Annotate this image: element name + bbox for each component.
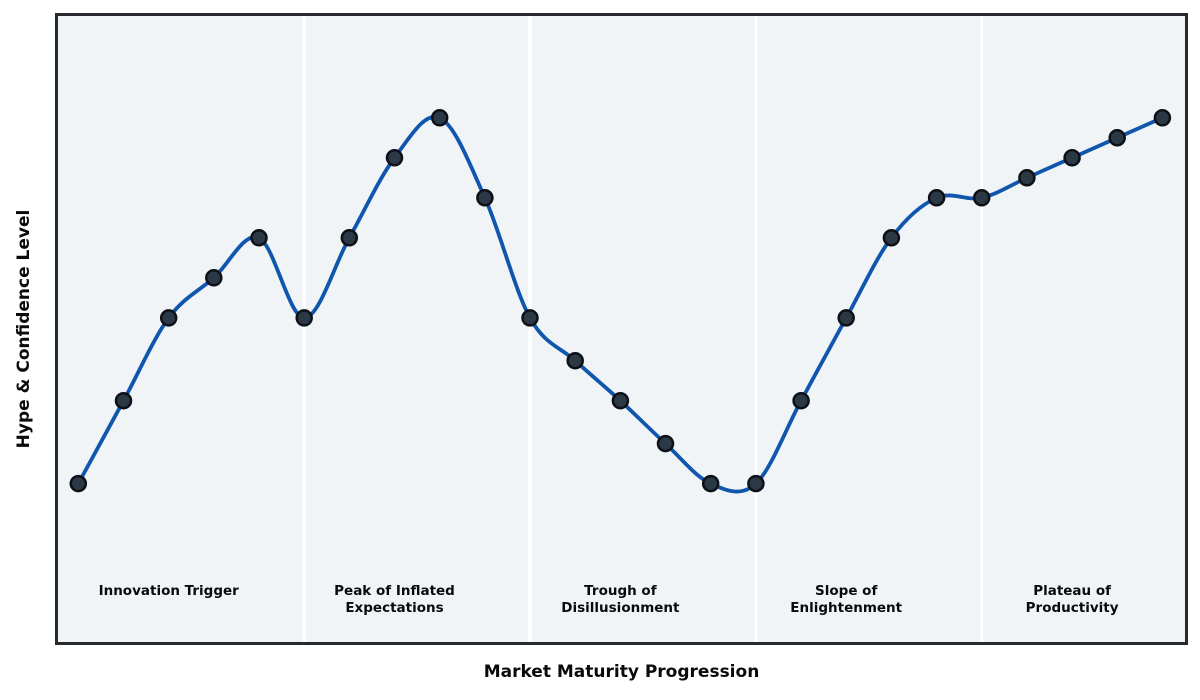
phase-label: Trough of Disillusionment	[561, 583, 679, 617]
data-point-marker	[340, 229, 359, 247]
phase-label: Peak of Inflated Expectations	[334, 583, 455, 617]
phase-separator	[528, 16, 532, 642]
data-point-marker	[521, 309, 539, 327]
data-point-marker	[972, 189, 991, 207]
data-point-marker	[656, 434, 675, 453]
phase-label-line: Trough of	[584, 583, 657, 599]
phase-separator	[754, 16, 758, 642]
data-point-marker	[747, 474, 765, 493]
data-point-marker	[385, 149, 404, 167]
phase-separator	[302, 16, 306, 642]
data-point-markers	[69, 109, 1172, 493]
hype-curve-line	[76, 114, 1165, 494]
phase-label: Innovation Trigger	[99, 583, 239, 600]
data-point-marker	[69, 474, 88, 493]
phase-label-line: Peak of Inflated	[334, 583, 455, 599]
data-point-marker	[159, 309, 178, 327]
x-axis-label: Market Maturity Progression	[483, 662, 760, 682]
phase-label-line: Enlightenment	[790, 599, 903, 616]
plot-area: Innovation Trigger Peak of Inflated Expect…	[55, 13, 1188, 645]
phase-label-line: Productivity	[1025, 599, 1119, 616]
data-point-marker	[250, 229, 268, 247]
data-point-marker	[611, 391, 630, 410]
phase-separators	[302, 16, 984, 642]
data-point-marker	[114, 391, 133, 410]
phase-label-line: Innovation Trigger	[98, 583, 239, 599]
phase-label-line: Slope of	[815, 583, 878, 599]
data-point-marker	[205, 269, 223, 287]
data-point-marker	[295, 309, 313, 327]
data-point-marker	[927, 189, 946, 207]
data-point-marker	[1018, 169, 1036, 187]
data-point-marker	[1153, 109, 1172, 127]
phase-label: Slope of Enlightenment	[790, 583, 902, 617]
phase-label-line: Disillusionment	[561, 599, 680, 616]
data-point-marker	[476, 189, 494, 207]
phase-label-line: Expectations	[345, 599, 444, 616]
phase-label-line: Plateau of	[1033, 583, 1111, 599]
data-point-marker	[430, 109, 449, 127]
data-point-marker	[837, 309, 855, 327]
phase-separator	[980, 16, 984, 642]
y-axis-label: Hype & Confidence Level	[14, 209, 34, 449]
phase-label: Plateau of Productivity	[1026, 583, 1119, 617]
data-point-marker	[701, 474, 720, 493]
data-point-marker	[566, 351, 584, 370]
data-point-marker	[792, 391, 810, 410]
data-point-marker	[882, 229, 901, 247]
data-point-marker	[1063, 149, 1081, 167]
data-point-marker	[1108, 129, 1126, 147]
chart-canvas	[69, 16, 1172, 642]
